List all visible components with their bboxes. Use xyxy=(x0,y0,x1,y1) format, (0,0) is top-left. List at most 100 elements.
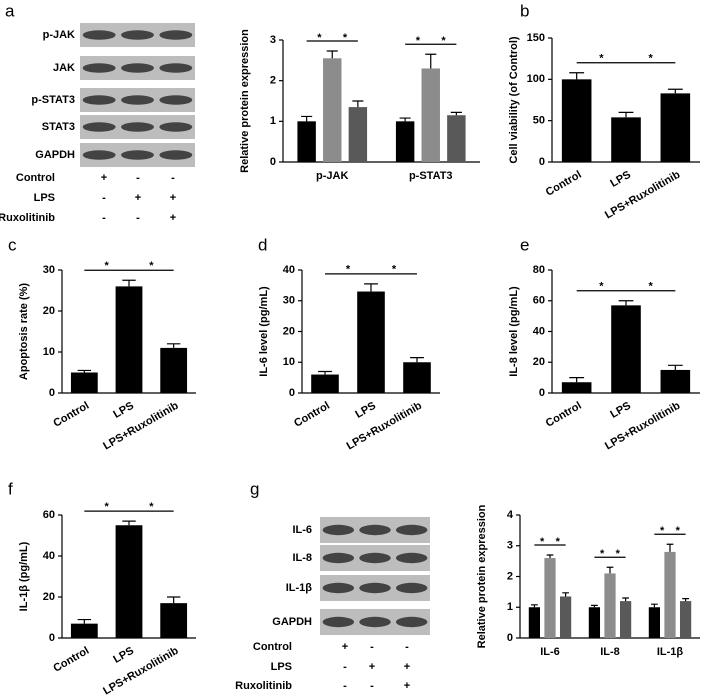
x-tick-label: IL-1β xyxy=(657,646,684,658)
blot-band xyxy=(359,552,391,564)
error-bar xyxy=(651,603,658,608)
blot-band xyxy=(121,122,154,132)
error-bar xyxy=(667,364,683,370)
significance-star: * xyxy=(441,35,446,47)
y-tick-label: 60 xyxy=(533,295,545,307)
y-tick-label: 4 xyxy=(507,509,514,521)
error-bar xyxy=(122,520,136,526)
bar xyxy=(70,372,98,393)
y-tick-label: 20 xyxy=(43,591,55,603)
panel-letter: f xyxy=(8,479,13,498)
significance-star: * xyxy=(540,536,545,548)
condition-sign: - xyxy=(136,212,140,224)
bar xyxy=(447,115,466,162)
x-tick-label: LPS+Ruxolitinib xyxy=(101,645,181,698)
bar xyxy=(297,121,316,162)
y-axis-label: Apoptosis rate (%) xyxy=(18,283,30,381)
condition-sign: + xyxy=(342,641,348,653)
condition-sign: - xyxy=(171,172,175,184)
y-tick-label: 30 xyxy=(283,295,295,307)
blot-band xyxy=(395,616,428,628)
x-tick-label: LPS xyxy=(353,400,378,421)
condition-label: Control xyxy=(16,172,55,184)
bar xyxy=(115,286,143,393)
error-bar xyxy=(618,300,634,306)
y-tick-label: 40 xyxy=(43,550,55,562)
bar xyxy=(403,362,431,393)
y-tick-label: 3 xyxy=(270,34,276,46)
y-tick-label: 20 xyxy=(533,356,545,368)
y-tick-label: 30 xyxy=(43,264,55,276)
y-tick-label: 3 xyxy=(507,540,513,552)
condition-label: Ruxolitinib xyxy=(0,212,55,224)
significance-star: * xyxy=(599,281,604,293)
error-bar xyxy=(569,377,585,383)
condition-sign: - xyxy=(370,680,374,692)
band-label: JAK xyxy=(53,62,75,74)
bar xyxy=(70,623,98,638)
y-axis-label: IL-1β (pg/mL) xyxy=(18,541,30,611)
error-bar xyxy=(166,596,181,604)
significance-star: * xyxy=(599,53,604,65)
x-tick-label: Control xyxy=(544,169,584,199)
significance-star: * xyxy=(416,35,421,47)
significance-star: * xyxy=(600,548,605,560)
y-tick-label: 50 xyxy=(533,115,545,127)
y-tick-label: 0 xyxy=(539,156,545,168)
significance-star: * xyxy=(616,548,621,560)
condition-sign: - xyxy=(136,172,140,184)
blot-band xyxy=(82,63,116,73)
error-bar xyxy=(301,115,313,122)
bar xyxy=(559,596,572,638)
bar xyxy=(544,558,556,638)
blot-band xyxy=(121,95,154,105)
bar xyxy=(323,58,342,162)
bar xyxy=(395,121,415,162)
blot-band xyxy=(159,30,193,40)
significance-star: * xyxy=(317,32,322,44)
condition-sign: + xyxy=(404,680,410,692)
error-bar xyxy=(531,604,538,608)
blot-band xyxy=(159,150,193,160)
x-tick-label: LPS xyxy=(608,169,633,190)
bar xyxy=(588,607,601,638)
condition-label: LPS xyxy=(34,192,55,204)
error-bar xyxy=(618,111,634,118)
y-tick-label: 1 xyxy=(507,601,513,613)
error-bar xyxy=(77,618,92,624)
error-bar xyxy=(622,597,629,602)
condition-sign: - xyxy=(405,641,409,653)
condition-sign: - xyxy=(102,192,106,204)
blot-band xyxy=(82,122,116,132)
x-tick-label: Control xyxy=(292,400,332,430)
significance-star: * xyxy=(676,525,681,537)
blot-band xyxy=(159,63,193,73)
error-bar xyxy=(399,117,411,122)
y-tick-label: 10 xyxy=(43,346,55,358)
error-bar xyxy=(562,592,569,597)
condition-sign: + xyxy=(369,661,375,673)
y-tick-label: 100 xyxy=(527,73,545,85)
blot-band xyxy=(121,150,154,160)
band-label: p-JAK xyxy=(43,29,75,41)
band-label: GAPDH xyxy=(35,149,75,161)
bar xyxy=(619,601,632,638)
panel-letter: c xyxy=(8,235,17,254)
y-tick-label: 0 xyxy=(507,632,513,644)
significance-star: * xyxy=(392,264,397,276)
y-tick-label: 60 xyxy=(43,509,55,521)
bar xyxy=(348,107,368,162)
blot-band xyxy=(322,524,355,536)
error-bar xyxy=(352,100,364,108)
band-label: p-STAT3 xyxy=(31,94,75,106)
error-bar xyxy=(591,604,598,608)
blot-band xyxy=(159,95,193,105)
x-tick-label: p-JAK xyxy=(316,170,348,182)
x-tick-label: IL-6 xyxy=(540,646,560,658)
blot-band xyxy=(359,616,391,628)
significance-star: * xyxy=(105,501,110,513)
bar xyxy=(648,607,661,638)
blot-band xyxy=(359,524,391,536)
blot-band xyxy=(395,524,428,536)
